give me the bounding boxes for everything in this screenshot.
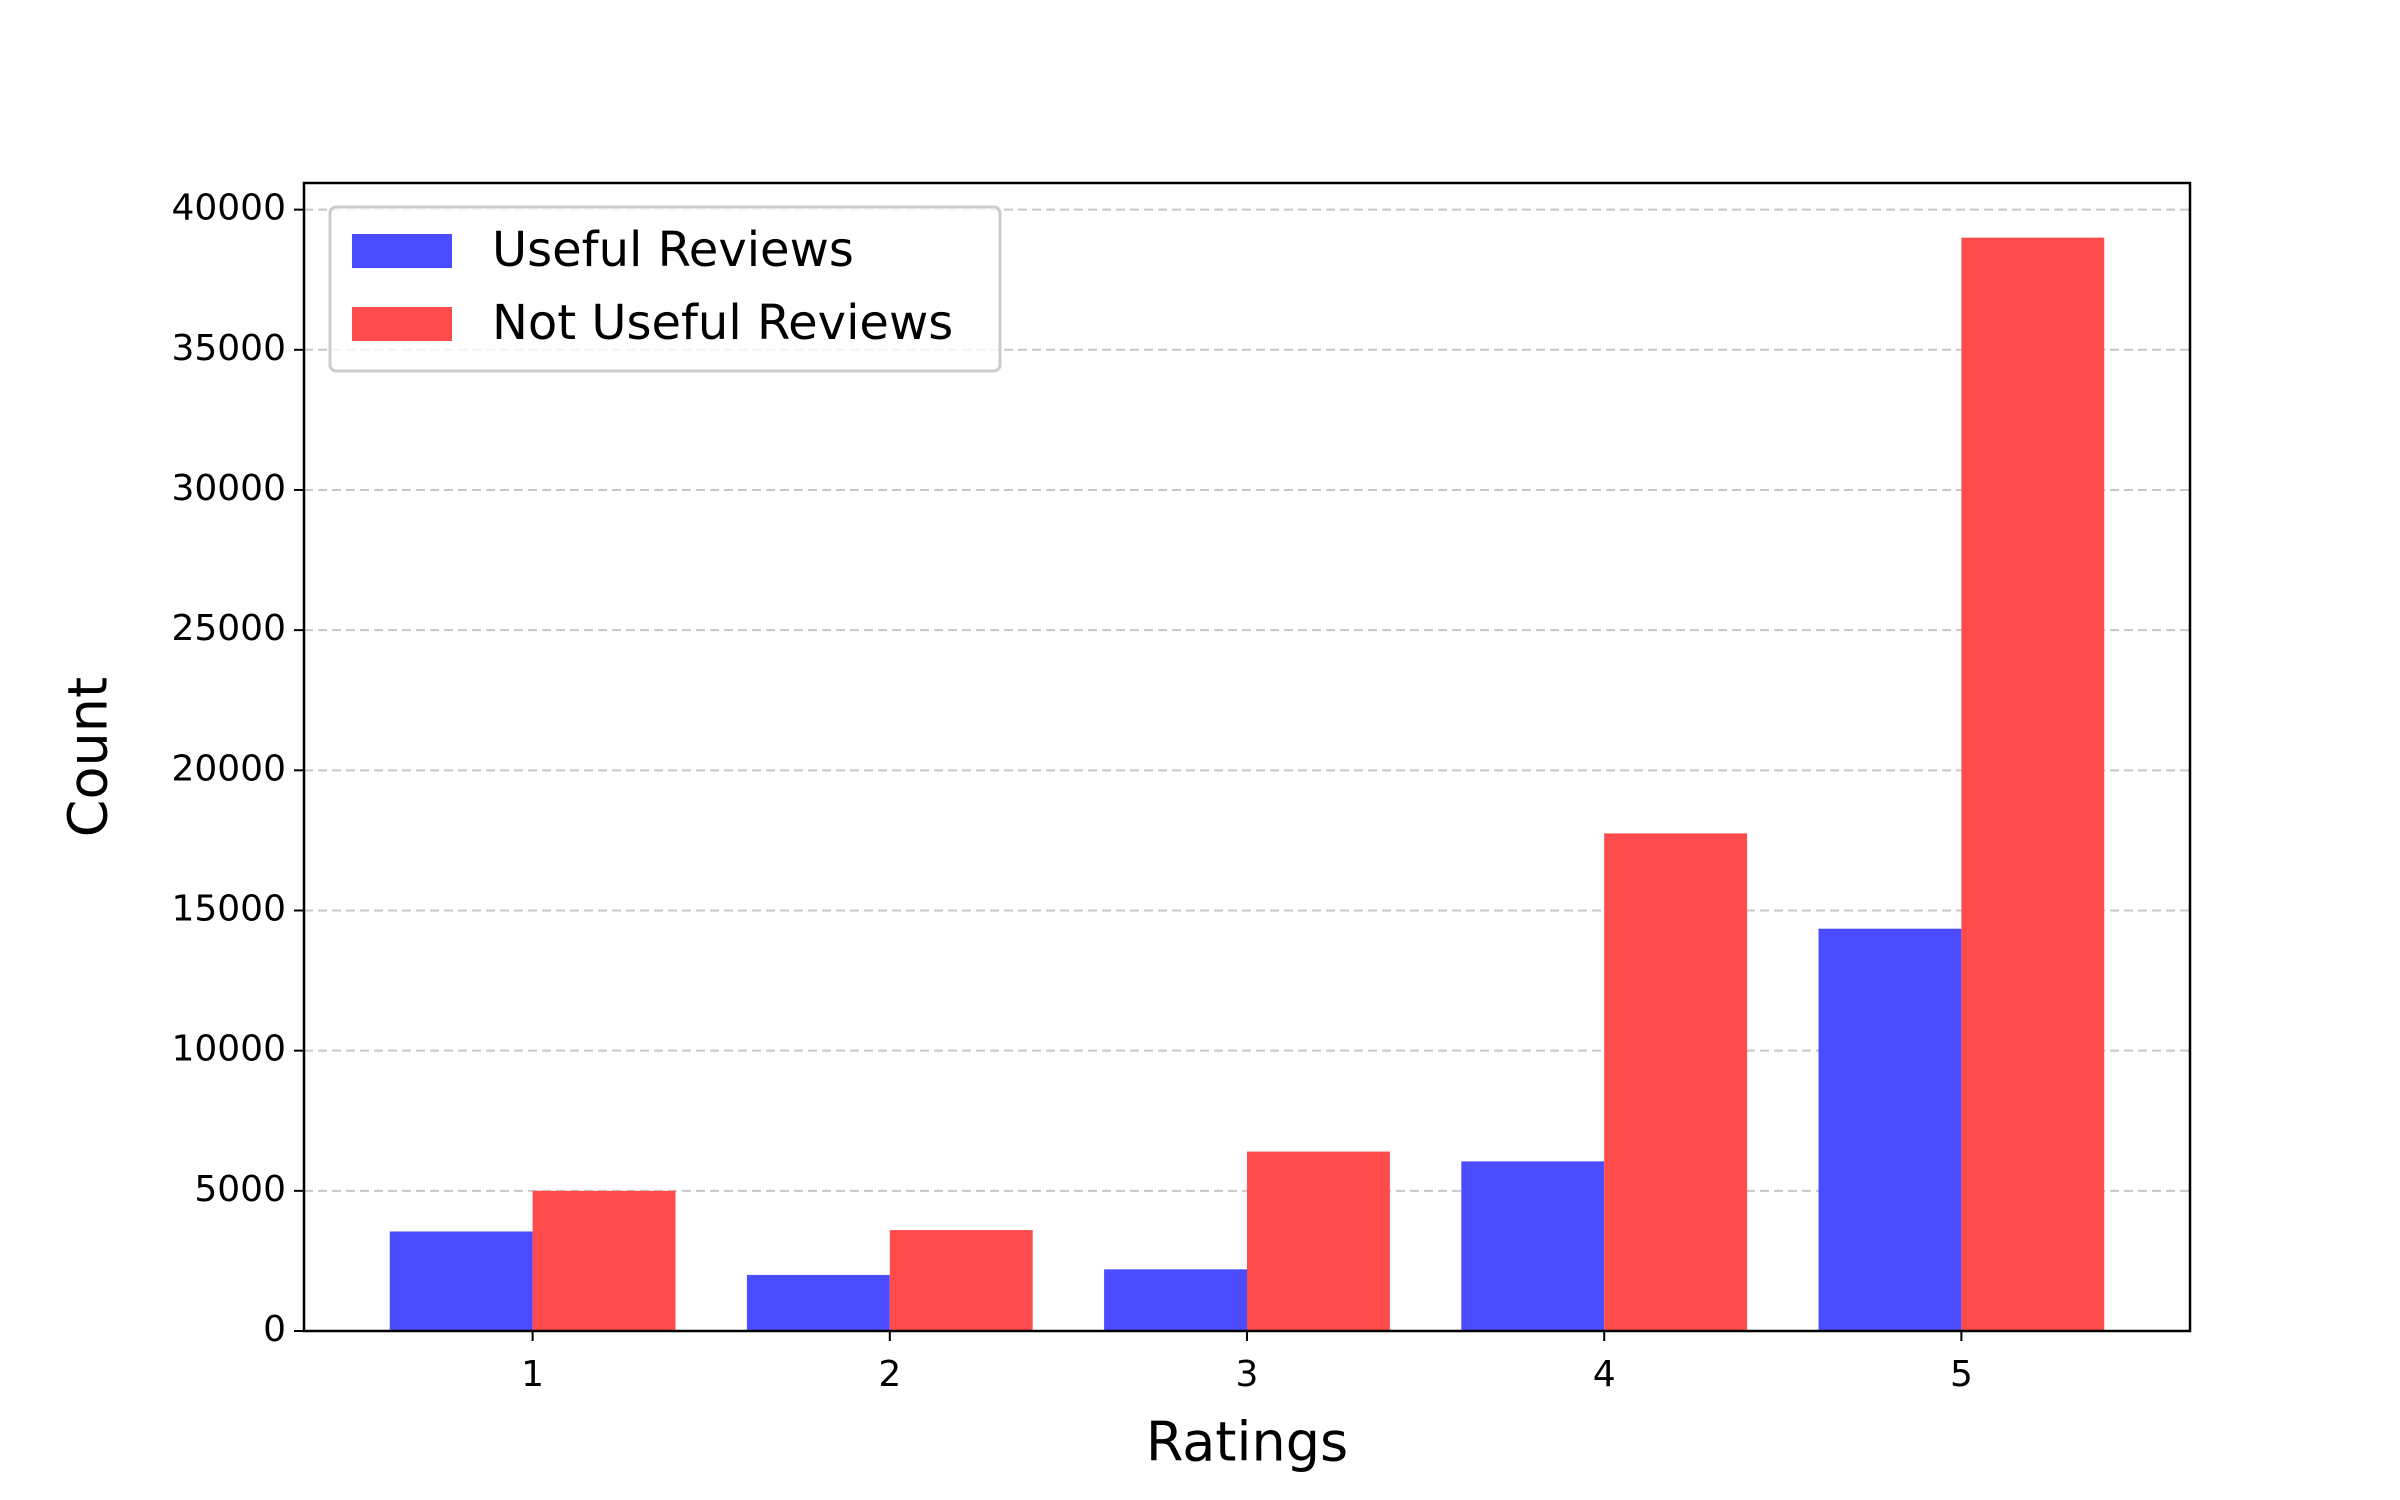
legend-label: Not Useful Reviews [492,295,953,351]
bar [532,1190,676,1331]
y-tick-label: 35000 [171,328,286,369]
y-tick-label: 25000 [171,608,286,649]
bar [389,1231,533,1331]
bar [1247,1151,1390,1331]
x-tick-label: 4 [1593,1354,1616,1395]
y-tick-label: 40000 [171,188,286,229]
legend-swatch [352,234,452,268]
x-tick-label: 3 [1236,1354,1259,1395]
y-axis-label: Count [57,677,120,837]
y-tick-label: 0 [263,1309,286,1350]
y-tick-label: 5000 [194,1169,286,1210]
legend-frame [328,205,1002,373]
y-tick-label: 20000 [171,748,286,789]
plot-frame [302,181,2192,1333]
bar [1961,237,2105,1332]
x-tick-label: 5 [1950,1354,1973,1395]
bar [1461,1161,1605,1331]
x-axis-label: Ratings [1146,1411,1348,1474]
bar [1604,833,1748,1331]
bar [1104,1269,1247,1331]
y-tick-label: 10000 [171,1029,286,1070]
legend-swatch [352,307,452,341]
y-tick-label: 30000 [171,468,286,509]
x-tick-label: 1 [521,1354,544,1395]
bar [889,1230,1033,1331]
y-tick-label: 15000 [171,888,286,929]
bar [1818,928,1962,1331]
x-tick-label: 2 [878,1354,901,1395]
bar [746,1274,890,1331]
legend-label: Useful Reviews [492,222,854,278]
